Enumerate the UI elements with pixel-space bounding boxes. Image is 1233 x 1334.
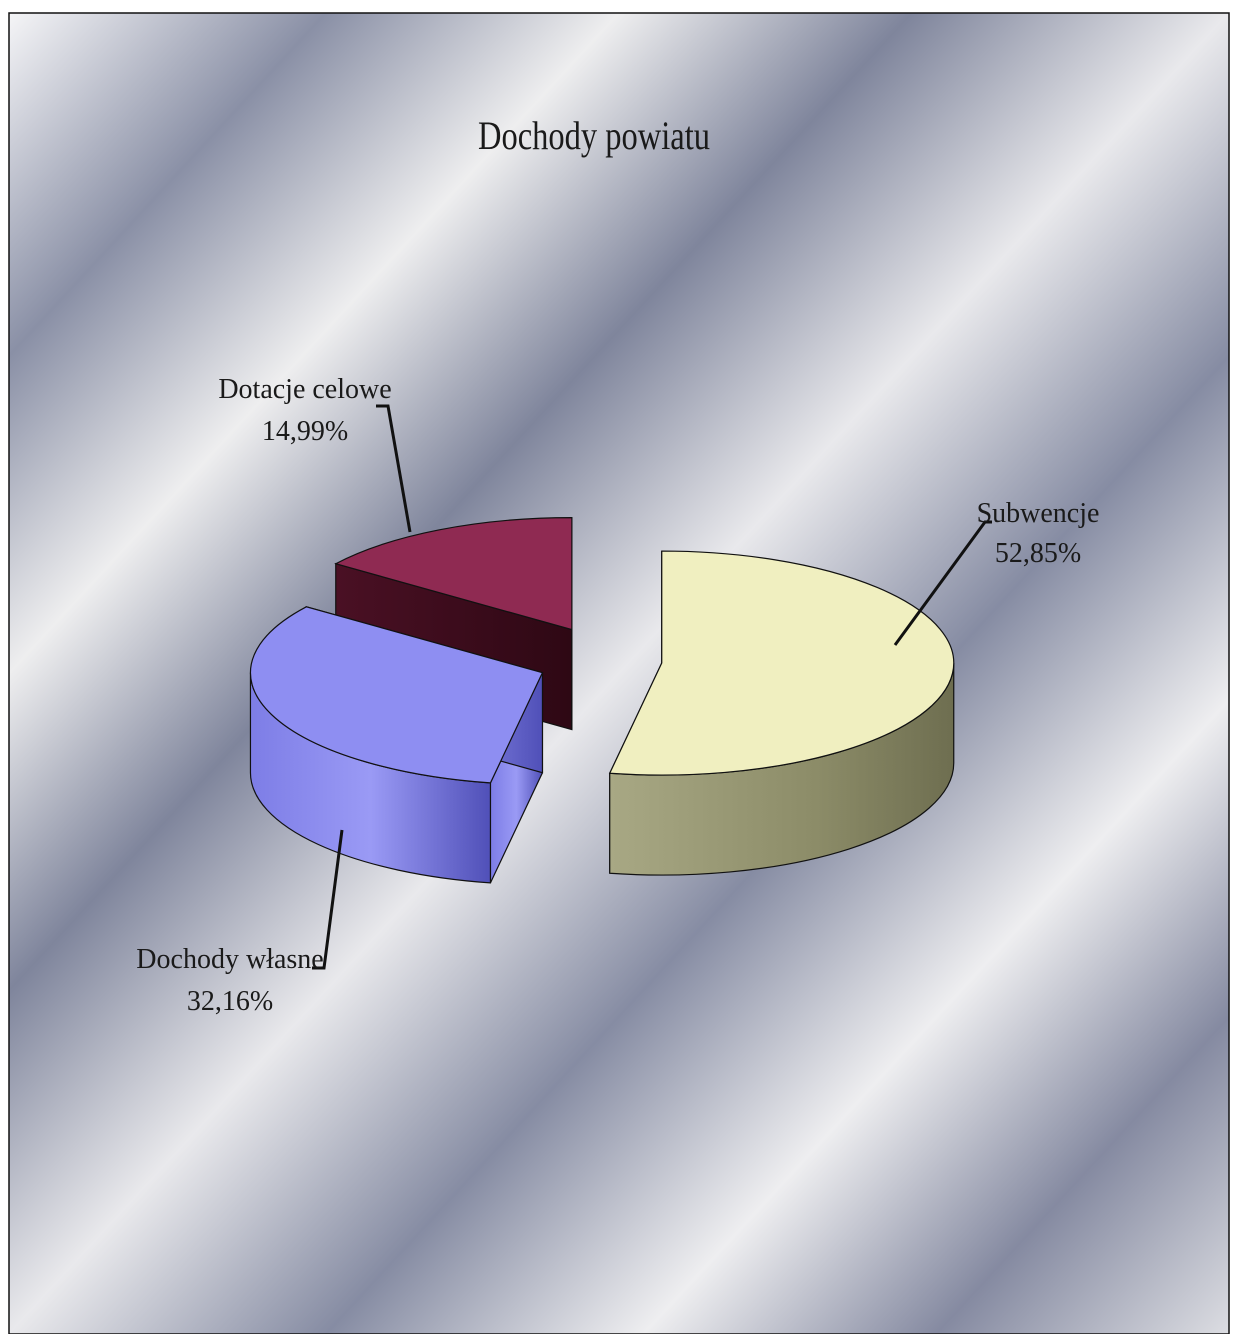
leader-line-1 bbox=[893, 520, 992, 646]
slice-value-label-1: 52,85% bbox=[995, 538, 1081, 569]
slice-value-label-2: 32,16% bbox=[187, 986, 273, 1017]
pie-slice-3-top bbox=[334, 517, 573, 631]
leader-line-2 bbox=[312, 829, 344, 970]
pie-slice-1-top bbox=[608, 550, 955, 776]
pie-slice-2-top bbox=[249, 606, 544, 784]
slice-label-2: Dochody własne bbox=[136, 944, 323, 975]
pie-slice-1 bbox=[608, 550, 955, 876]
chart-title: Dochody powiatu bbox=[478, 113, 710, 158]
pie-group: Subwencje 52,85% Dochody własne 32,16% Dotac… bbox=[136, 374, 1099, 1017]
chart-background bbox=[8, 12, 1230, 1334]
leader-line-3 bbox=[376, 404, 412, 533]
slice-label-1: Subwencje bbox=[977, 498, 1100, 529]
slice-value-label-3: 14,99% bbox=[262, 416, 348, 447]
slice-label-3: Dotacje celowe bbox=[218, 374, 391, 405]
pie-slice-2 bbox=[249, 606, 544, 884]
